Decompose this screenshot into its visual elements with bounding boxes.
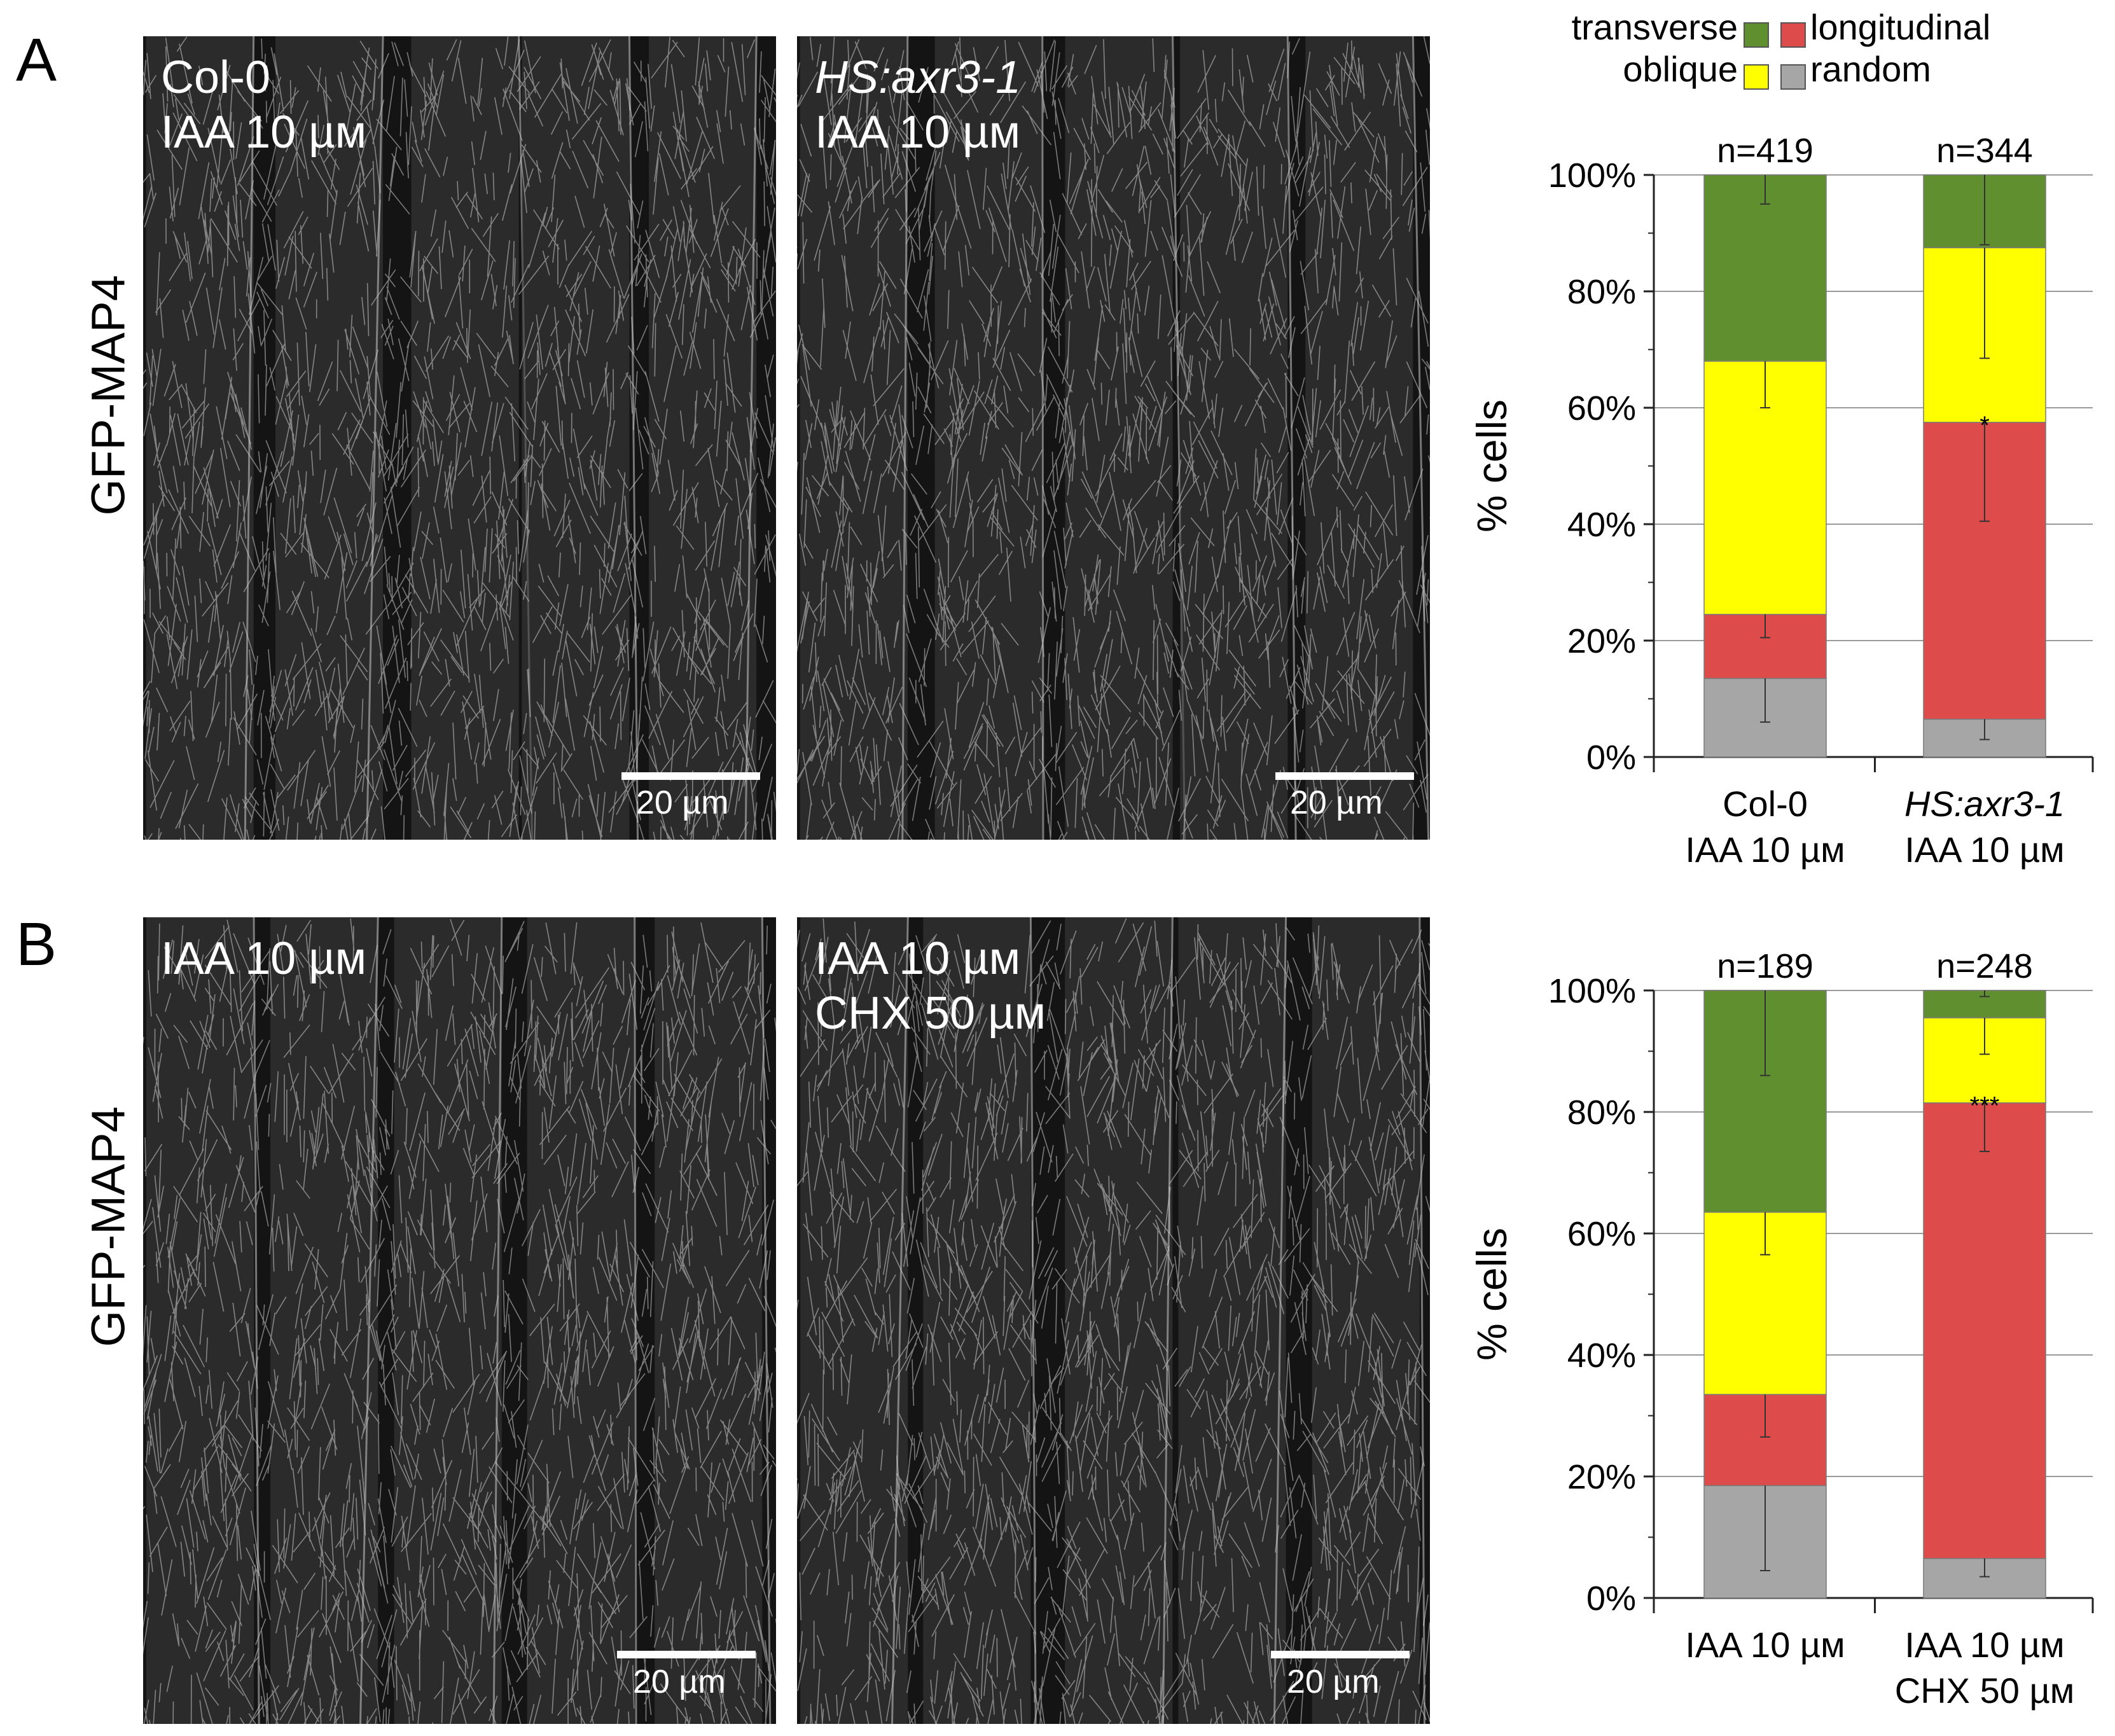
- n-label: n=189: [1717, 947, 1813, 985]
- microtubules: [143, 918, 776, 1724]
- significance-marker: ***: [1970, 1092, 2000, 1120]
- y-tick-label: 0%: [1586, 1580, 1636, 1618]
- cell-file: [146, 917, 254, 1724]
- scale-bar: [1275, 772, 1414, 780]
- y-tick-label: 40%: [1567, 1337, 1636, 1375]
- microtubule-texture: [797, 36, 1430, 840]
- scale-bar-label: 20 µm: [1287, 1663, 1380, 1700]
- cell-file: [1180, 36, 1288, 840]
- scale-bar: [1271, 1651, 1410, 1658]
- category-label-line1: HS:axr3-1: [1904, 784, 2065, 824]
- legend-swatch-longitudinal: [1780, 22, 1806, 48]
- legend-label-random: random: [1810, 49, 1931, 89]
- panel-letter-a: A: [16, 26, 57, 94]
- genotype-italic: HS:axr3-1: [815, 52, 1022, 103]
- micrograph-axr3-iaa: HS:axr3-1 IAA 10 µм 20 µm: [797, 36, 1430, 840]
- micrograph-label-line1: Col-0: [161, 52, 271, 103]
- category-label-line1: IAA 10 µм: [1685, 1625, 1845, 1665]
- scale-bar: [621, 772, 760, 780]
- n-label: n=344: [1936, 132, 2033, 170]
- y-tick-label: 60%: [1567, 389, 1636, 427]
- cell-wall: [359, 917, 379, 1724]
- micrograph-label: HS:axr3-1 IAA 10 µм: [815, 50, 1021, 160]
- legend: transverse longitudinal oblique random: [1572, 7, 1990, 90]
- y-axis-label: % cells: [1468, 1228, 1515, 1361]
- cell-wall: [1029, 917, 1037, 1724]
- micrograph-label: IAA 10 µм CHX 50 µм: [815, 931, 1046, 1041]
- y-tick-label: 40%: [1567, 506, 1636, 544]
- legend-swatch-oblique: [1744, 64, 1769, 90]
- microtubule-texture: [797, 917, 1430, 1724]
- micrograph-col0-iaa: Col-0 IAA 10 µм 20 µm: [143, 36, 776, 840]
- category-label-line2: IAA 10 µм: [1904, 830, 2064, 870]
- n-label: n=248: [1936, 947, 2033, 985]
- bar-transverse: [1703, 174, 1827, 362]
- cell-wall: [901, 36, 909, 840]
- cell-wall: [1273, 917, 1287, 1724]
- microtubules: [143, 36, 776, 840]
- category-label-line1: IAA 10 µм: [1904, 1625, 2064, 1665]
- y-tick-label: 100%: [1548, 972, 1636, 1010]
- legend-swatch-transverse: [1744, 22, 1769, 48]
- cell-wall: [1418, 917, 1425, 1724]
- microtubule-texture: [143, 36, 776, 840]
- stacked-bar-chart-a: 0% 20% 40% 60% 80% 100% % cells n=419 Col-0 IAA 1…: [1468, 132, 2094, 870]
- y-tick-label: 80%: [1567, 273, 1636, 311]
- panel-letter-b: B: [16, 910, 57, 978]
- legend-label-transverse: transverse: [1572, 7, 1738, 47]
- cell-wall: [492, 917, 503, 1724]
- category-label-line2: IAA 10 µм: [1685, 830, 1845, 870]
- micrograph-iaa: IAA 10 µм 20 µm: [143, 917, 776, 1724]
- cell-file: [649, 36, 757, 840]
- category-label-line1: Col-0: [1723, 784, 1808, 824]
- scale-bar-label: 20 µm: [1290, 784, 1383, 821]
- micrograph-label-line1: HS:axr3-1: [815, 50, 1021, 105]
- scale-bar: [617, 1651, 756, 1658]
- legend-label-oblique: oblique: [1623, 49, 1738, 89]
- microtubules: [797, 36, 1430, 840]
- scale-bar-label: 20 µm: [636, 784, 729, 821]
- micrograph-label: Col-0 IAA 10 µм: [161, 50, 366, 160]
- y-tick-label: 100%: [1548, 156, 1636, 195]
- cell-file: [655, 917, 763, 1724]
- micrograph-label-line2: IAA 10 µм: [815, 107, 1021, 158]
- cell-wall: [1411, 36, 1430, 840]
- micrograph-label-line2: IAA 10 µм: [161, 107, 367, 158]
- y-tick-label: 0%: [1586, 739, 1636, 777]
- micrograph-label: IAA 10 µм: [161, 931, 366, 986]
- cell-wall: [244, 36, 255, 840]
- micrograph-label-line1: IAA 10 µм: [815, 933, 1021, 984]
- stacked-bar-chart-b: 0% 20% 40% 60% 80% 100% % cells n=189 IAA 10 µм n…: [1468, 947, 2094, 1711]
- significance-marker: *: [1980, 412, 1990, 440]
- microtubules: [797, 918, 1430, 1724]
- micrograph-iaa-chx: IAA 10 µм CHX 50 µм 20 µm: [797, 917, 1430, 1724]
- micrograph-label-line2: CHX 50 µм: [815, 988, 1046, 1039]
- cell-wall: [628, 36, 639, 840]
- y-axis-label: % cells: [1468, 399, 1515, 532]
- n-label: n=419: [1717, 132, 1813, 170]
- y-tick-label: 60%: [1567, 1215, 1636, 1253]
- microtubule-texture: [143, 917, 776, 1724]
- category-label-line2: CHX 50 µм: [1895, 1670, 2074, 1711]
- bar-longitudinal: [1923, 1102, 2046, 1559]
- y-tick-label: 20%: [1567, 622, 1636, 660]
- cell-file: [146, 36, 254, 840]
- y-tick-label: 20%: [1567, 1458, 1636, 1496]
- legend-swatch-random: [1780, 64, 1806, 90]
- scale-bar-label: 20 µm: [633, 1663, 726, 1700]
- cell-wall: [366, 36, 384, 840]
- y-tick-label: 80%: [1567, 1094, 1636, 1132]
- legend-label-longitudinal: longitudinal: [1810, 7, 1990, 47]
- micrograph-label-line1: IAA 10 µм: [161, 933, 367, 984]
- cell-wall: [744, 36, 758, 840]
